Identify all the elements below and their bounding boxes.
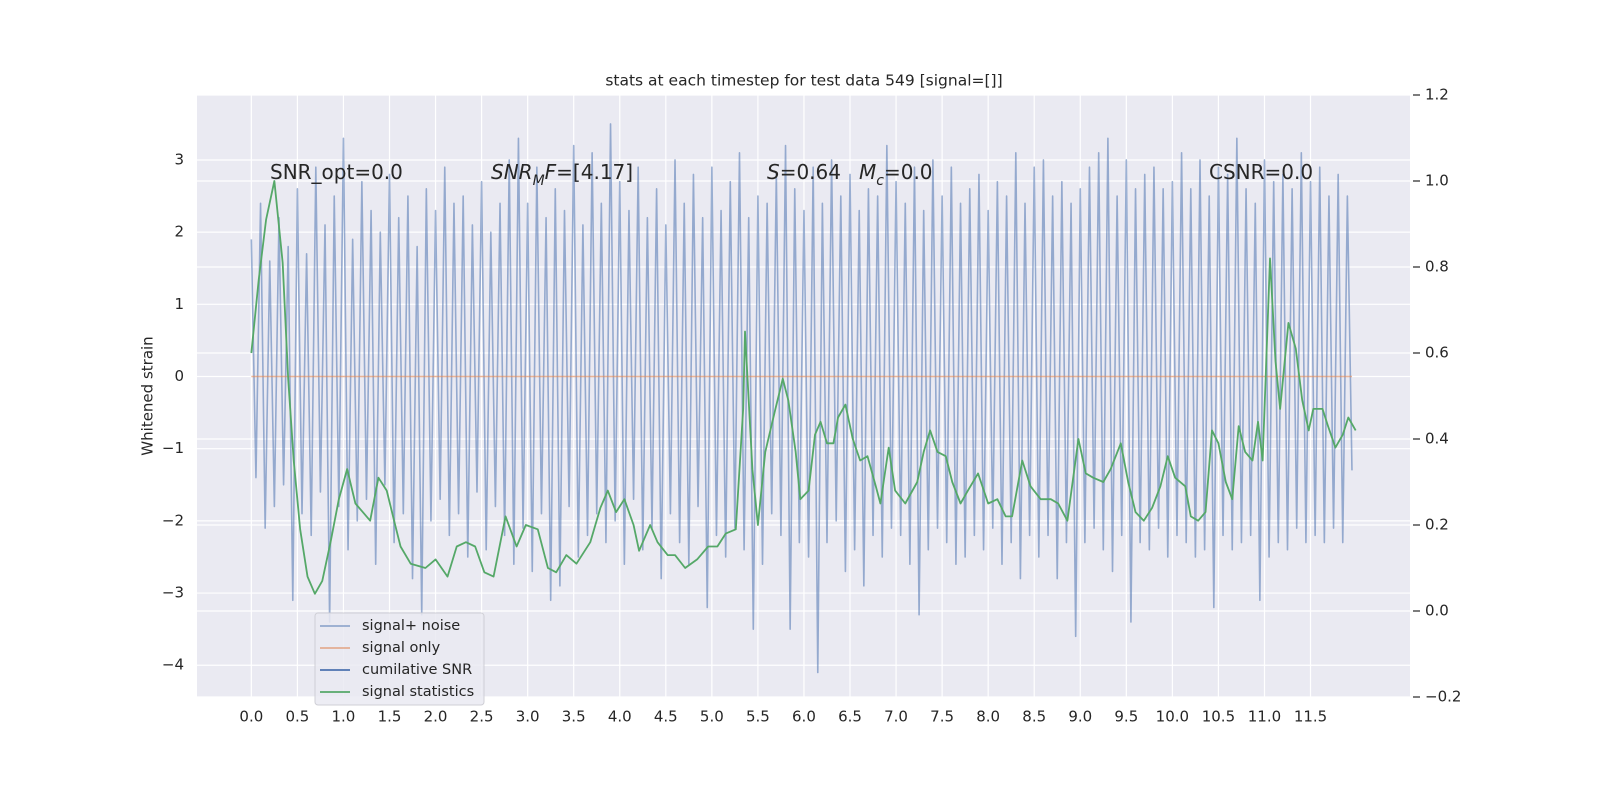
- y2-tick-label: 0.0: [1425, 602, 1449, 620]
- y-tick-label: −1: [162, 439, 184, 457]
- annotation-part: M: [533, 173, 545, 189]
- y2-tick-label: 1.0: [1425, 172, 1449, 190]
- annotation-part: CSNR=0.0: [1209, 160, 1313, 184]
- x-tick-label: 2.5: [470, 708, 494, 726]
- y2-tick-label: −0.2: [1425, 688, 1461, 706]
- x-tick-label: 1.0: [332, 708, 356, 726]
- y2-tick-label: 1.2: [1425, 86, 1449, 104]
- annotation: CSNR=0.0: [1209, 160, 1313, 184]
- x-tick-label: 6.0: [792, 708, 816, 726]
- annotation-part: F: [545, 160, 557, 184]
- y2-tick-label: 0.2: [1425, 516, 1449, 534]
- x-tick-label: 0.5: [285, 708, 309, 726]
- y2-tick-label: 0.8: [1425, 258, 1449, 276]
- x-tick-label: 7.0: [884, 708, 908, 726]
- x-tick-label: 1.5: [378, 708, 402, 726]
- x-tick-label: 5.5: [746, 708, 770, 726]
- y2-tick-label: 0.4: [1425, 430, 1449, 448]
- y-tick-label: −2: [162, 511, 184, 529]
- annotation-part: =0.64: [780, 160, 841, 184]
- annotation: S=0.64: [767, 160, 841, 184]
- x-tick-label: 11.5: [1294, 708, 1327, 726]
- y-tick-label: −4: [162, 656, 184, 674]
- annotation-part: c: [876, 173, 884, 189]
- annotation-part: =0.0: [884, 160, 933, 184]
- x-tick-label: 7.5: [930, 708, 954, 726]
- x-tick-label: 3.5: [562, 708, 586, 726]
- x-tick-label: 0.0: [239, 708, 263, 726]
- x-tick-label: 3.0: [516, 708, 540, 726]
- chart-title: stats at each timestep for test data 549…: [605, 72, 1002, 90]
- x-tick-label: 9.5: [1114, 708, 1138, 726]
- annotation-part: =[4.17]: [556, 160, 633, 184]
- annotation-part: M: [859, 160, 876, 184]
- x-tick-label: 2.0: [424, 708, 448, 726]
- x-tick-label: 10.0: [1156, 708, 1189, 726]
- y-tick-label: 1: [174, 295, 184, 313]
- annotation-part: SNR_opt=0.0: [270, 160, 403, 184]
- legend-label: signal+ noise: [362, 618, 460, 634]
- y-tick-label: 3: [174, 150, 184, 168]
- y-tick-label: 0: [174, 367, 184, 385]
- x-tick-label: 4.0: [608, 708, 632, 726]
- annotation-part: S: [767, 160, 780, 184]
- y-axis-label: Whitened strain: [139, 336, 157, 455]
- x-tick-label: 9.0: [1068, 708, 1092, 726]
- x-tick-label: 10.5: [1202, 708, 1235, 726]
- legend-label: signal statistics: [362, 684, 474, 700]
- x-tick-label: 11.0: [1248, 708, 1281, 726]
- x-tick-label: 4.5: [654, 708, 678, 726]
- legend-label: cumilative SNR: [362, 662, 472, 678]
- annotation-part: SNR: [491, 160, 533, 184]
- legend-label: signal only: [362, 640, 441, 656]
- annotation: SNRMF=[4.17]: [491, 160, 633, 190]
- y-tick-label: 2: [174, 223, 184, 241]
- x-tick-label: 5.0: [700, 708, 724, 726]
- legend-box: [314, 612, 485, 706]
- x-tick-label: 8.5: [1022, 708, 1046, 726]
- annotation: SNR_opt=0.0: [270, 160, 403, 184]
- x-tick-label: 6.5: [838, 708, 862, 726]
- x-tick-label: 8.0: [976, 708, 1000, 726]
- y2-tick-label: 0.6: [1425, 344, 1449, 362]
- series-line: [250, 180, 1357, 595]
- annotation: Mc=0.0: [859, 160, 933, 190]
- y-tick-label: −3: [162, 584, 184, 602]
